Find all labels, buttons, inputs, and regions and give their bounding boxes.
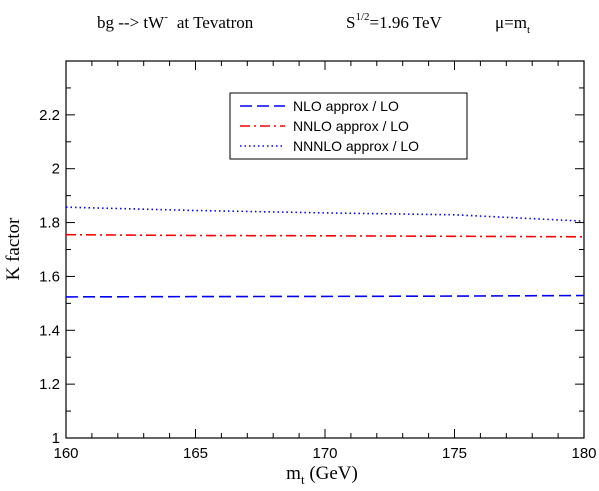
- x-tick-label: 180: [571, 445, 596, 462]
- x-tick-label: 170: [312, 445, 337, 462]
- legend-label: NNNLO approx / LO: [293, 138, 419, 154]
- y-axis-label: K factor: [3, 217, 24, 280]
- y-tick-label: 1.4: [39, 322, 60, 339]
- y-tick-label: 2: [52, 161, 60, 178]
- x-axis-label-sub: t: [301, 472, 305, 487]
- series-lines: [65, 206, 585, 298]
- title-process-sup: -: [164, 11, 168, 23]
- series-line-1: [65, 294, 585, 298]
- y-axis-ticks: 1 1.2 1.4 1.6 1.8 2 2.2: [39, 87, 584, 447]
- y-tick-label: 2.2: [39, 107, 60, 124]
- series-line-3: [65, 206, 585, 222]
- title-collider: at Tevatron: [177, 13, 254, 32]
- x-axis-ticks: 160 165 170 175 180: [53, 61, 597, 462]
- legend-label: NLO approx / LO: [293, 98, 399, 114]
- chart-title-scale: μ=mt: [495, 13, 530, 36]
- x-tick-label: 165: [183, 445, 208, 462]
- title-process: bg --> tW: [97, 13, 165, 32]
- y-tick-label: 1.6: [39, 268, 60, 285]
- title-energy-base: S: [346, 13, 355, 32]
- title-scale-base: μ=m: [495, 13, 527, 32]
- x-axis-label-unit: (GeV): [305, 463, 358, 484]
- x-axis-label: mt (GeV): [286, 463, 358, 487]
- y-tick-label: 1.2: [39, 376, 60, 393]
- title-scale-sub: t: [527, 24, 530, 36]
- title-energy-sup: 1/2: [355, 11, 369, 23]
- legend-label: NNLO approx / LO: [293, 118, 409, 134]
- series-line-2: [65, 233, 585, 238]
- title-energy-value: =1.96 TeV: [370, 13, 443, 32]
- chart-title: bg --> tW-at Tevatron: [97, 11, 254, 32]
- x-axis-label-base: m: [286, 463, 301, 484]
- x-tick-label: 175: [442, 445, 467, 462]
- y-tick-label: 1.8: [39, 215, 60, 232]
- y-tick-label: 1: [52, 430, 60, 447]
- legend: NLO approx / LO NNLO approx / LO NNNLO app…: [229, 92, 468, 160]
- x-tick-label: 160: [53, 445, 78, 462]
- chart-title-energy: S1/2=1.96 TeV: [346, 11, 443, 32]
